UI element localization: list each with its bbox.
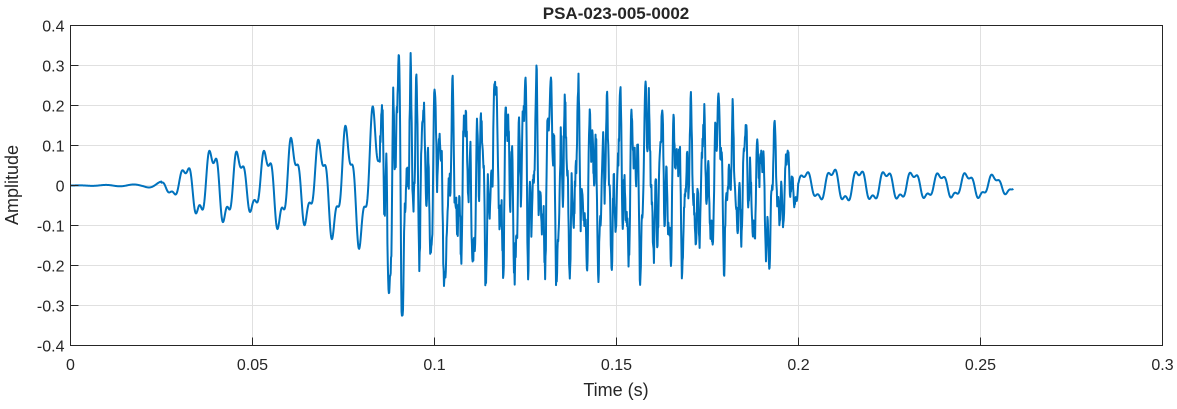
y-tick-label: 0.3 bbox=[42, 59, 64, 76]
x-tick-label: 0.3 bbox=[1151, 357, 1173, 374]
x-axis: 0 0.05 0.1 0.15 0.2 0.25 0.3 bbox=[66, 337, 1174, 374]
y-tick-label: -0.4 bbox=[37, 339, 65, 356]
x-tick-label: 0.25 bbox=[965, 357, 996, 374]
x-tick-label: 0 bbox=[66, 357, 75, 374]
x-axis-label: Time (s) bbox=[583, 380, 648, 400]
x-tick-label: 0.2 bbox=[787, 357, 809, 374]
series-layer bbox=[69, 51, 1014, 317]
y-tick-label: -0.3 bbox=[37, 299, 65, 316]
x-tick-label: 0.05 bbox=[237, 357, 268, 374]
x-tick-label: 0.1 bbox=[423, 357, 445, 374]
y-tick-label: 0.4 bbox=[42, 19, 64, 36]
y-tick-label: 0 bbox=[56, 179, 65, 196]
grid bbox=[70, 25, 1163, 346]
x-tick-label: 0.15 bbox=[601, 357, 632, 374]
chart-title: PSA-023-005-0002 bbox=[543, 4, 689, 23]
y-axis-label: Amplitude bbox=[2, 145, 22, 225]
y-tick-label: -0.1 bbox=[37, 219, 65, 236]
y-tick-label: -0.2 bbox=[37, 259, 65, 276]
y-tick-label: 0.2 bbox=[42, 99, 64, 116]
y-tick-label: 0.1 bbox=[42, 139, 64, 156]
y-axis: -0.4 -0.3 -0.2 -0.1 0 0.1 0.2 0.3 0.4 bbox=[37, 19, 79, 356]
series-line bbox=[69, 51, 1014, 317]
